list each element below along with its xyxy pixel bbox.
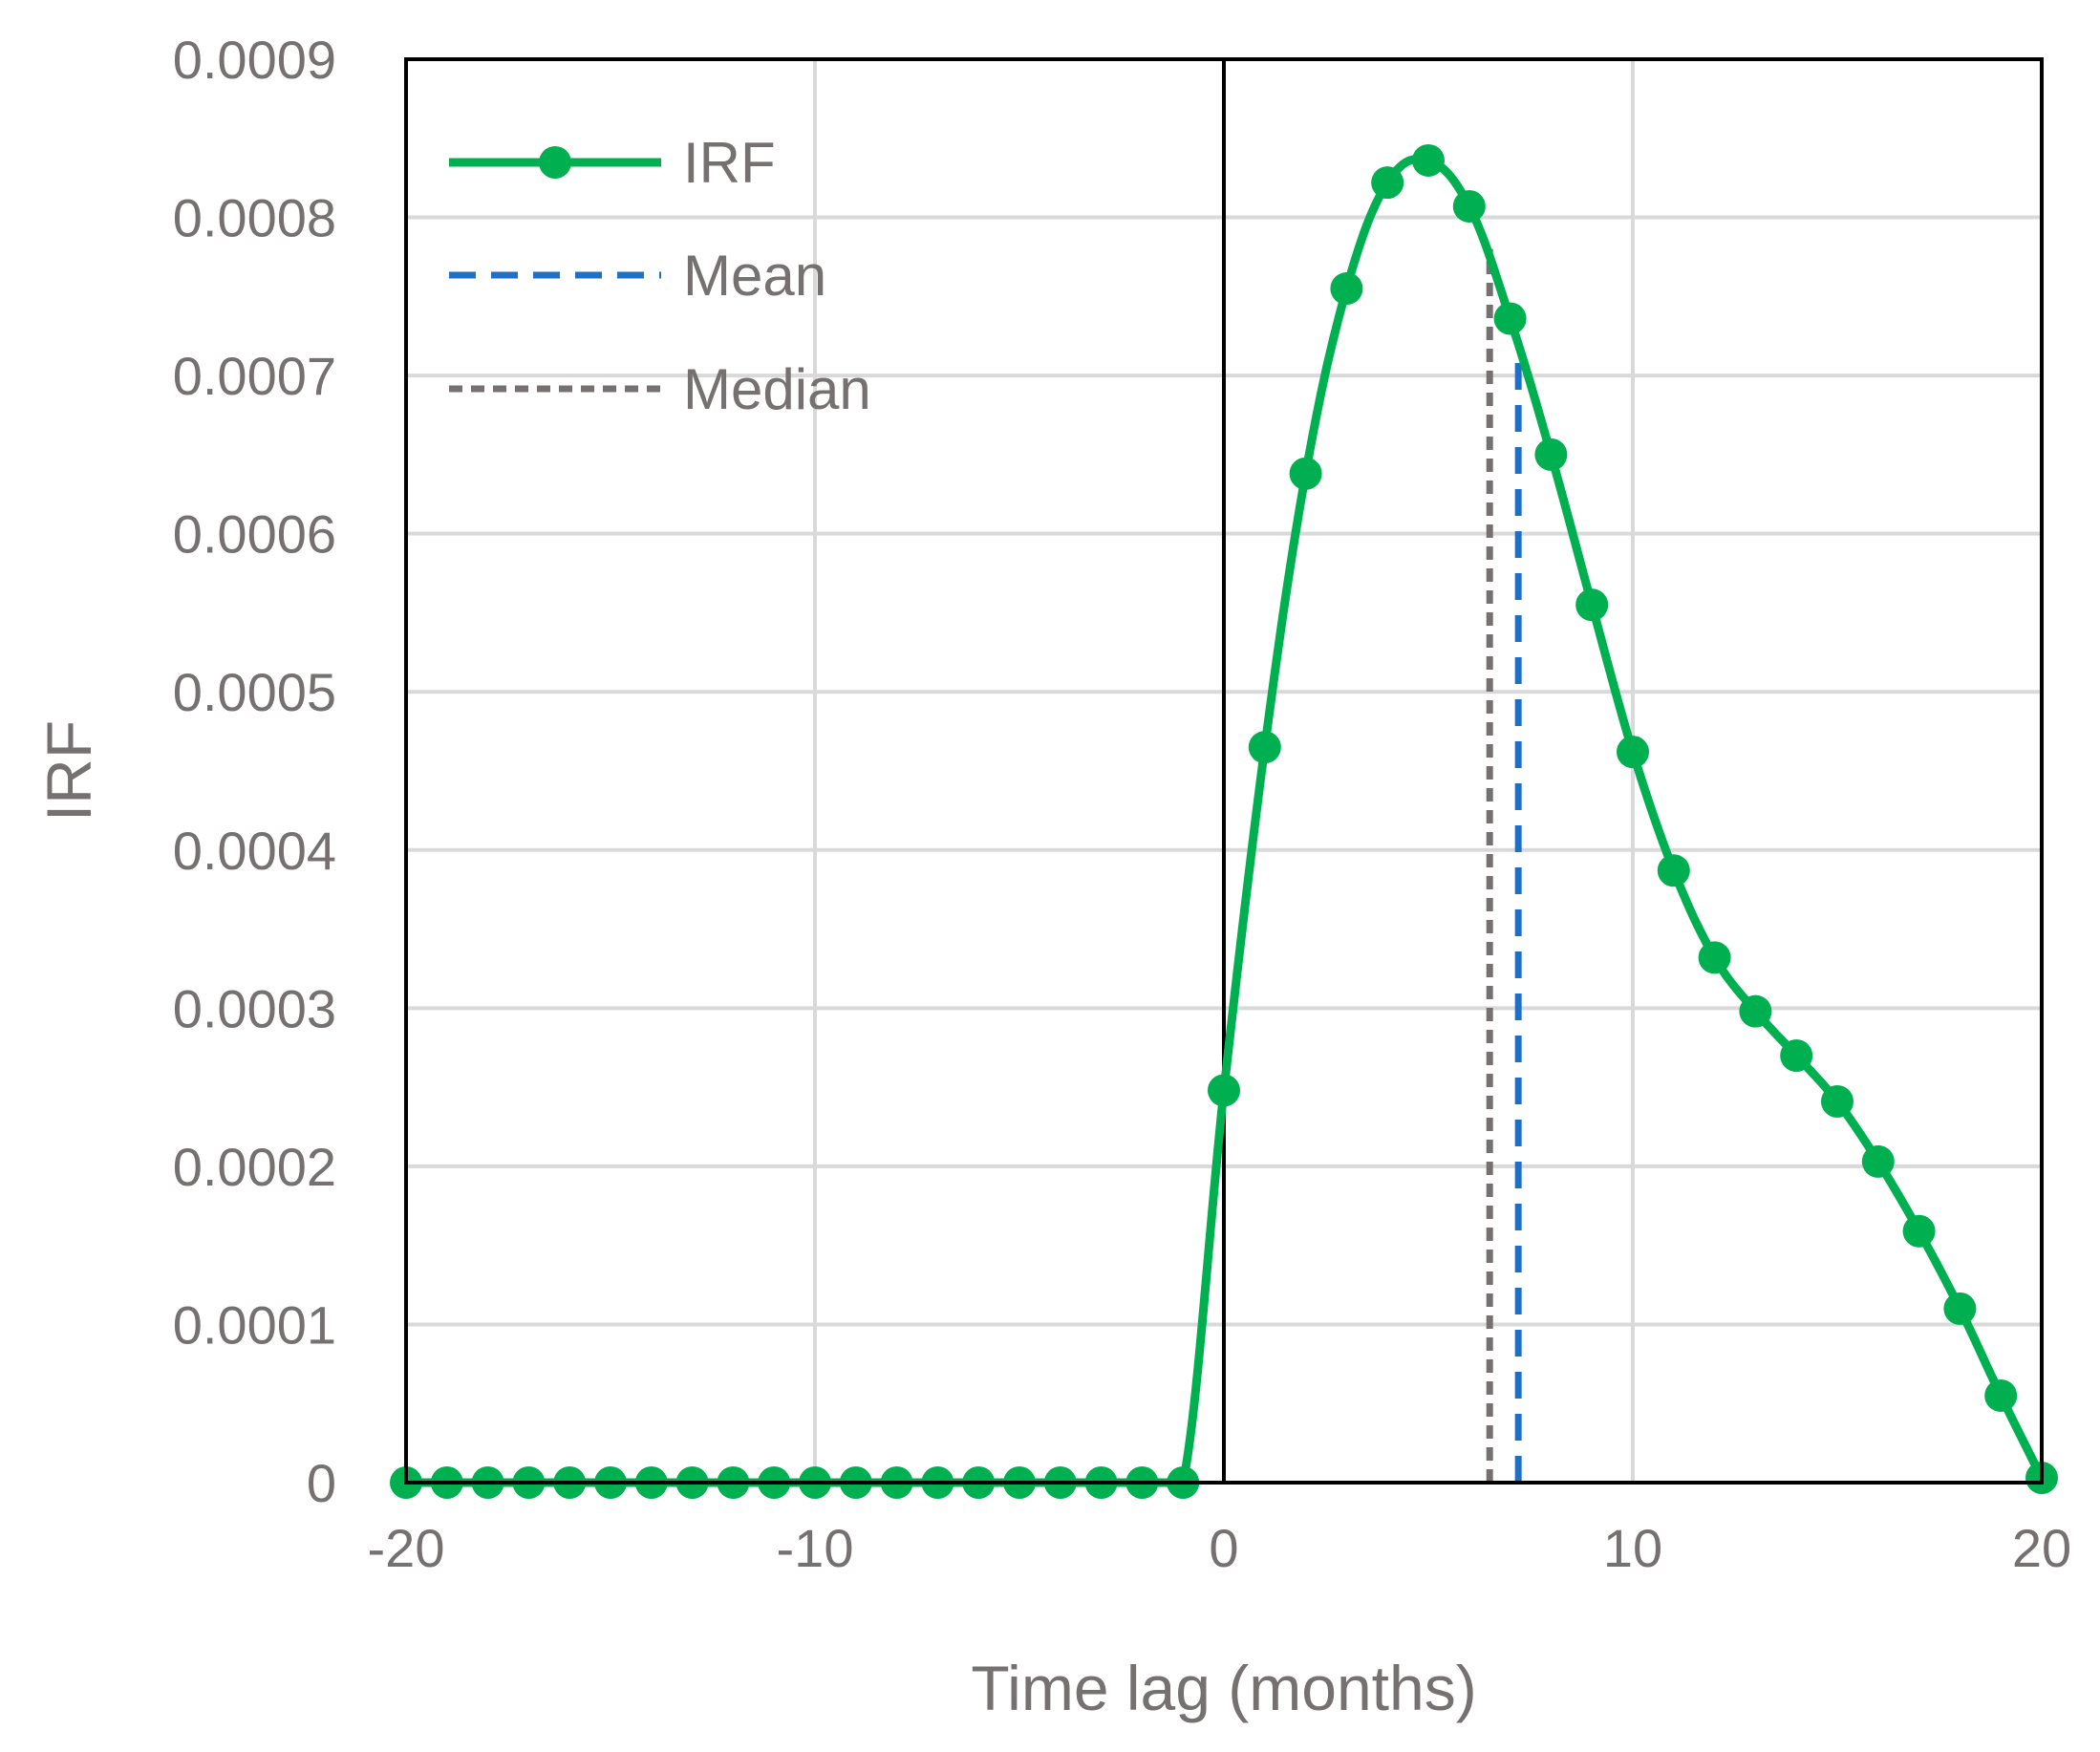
legend-mean: Mean xyxy=(449,244,826,308)
y-tick-label: 0.0009 xyxy=(173,30,336,90)
irf-point xyxy=(1493,302,1527,335)
irf-point xyxy=(1371,166,1404,200)
y-tick-label: 0 xyxy=(307,1453,336,1513)
y-tick-label: 0.0004 xyxy=(173,821,336,881)
irf-point xyxy=(1248,731,1281,764)
legend-label: Mean xyxy=(683,244,826,308)
irf-point xyxy=(1289,457,1322,490)
legend-marker-irf xyxy=(539,146,571,179)
x-tick-labels: -20 -10 0 10 20 xyxy=(368,1518,2072,1578)
y-tick-label: 0.0005 xyxy=(173,662,336,722)
plot-frame xyxy=(404,57,2044,1485)
irf-point xyxy=(1984,1378,2018,1412)
x-tick-label: 20 xyxy=(2012,1518,2071,1578)
irf-point xyxy=(1943,1292,1977,1325)
irf-point xyxy=(1780,1039,1813,1072)
x-axis-title: Time lag (months) xyxy=(971,1653,1476,1723)
legend-label: IRF xyxy=(683,131,776,195)
irf-point xyxy=(1208,1074,1240,1107)
x-tick-label: 10 xyxy=(1603,1518,1662,1578)
irf-point xyxy=(1330,272,1363,306)
irf-point xyxy=(1657,854,1690,887)
y-axis-title: IRF xyxy=(33,720,104,822)
irf-point xyxy=(1575,588,1609,622)
irf-point xyxy=(1412,143,1445,177)
y-tick-labels: 0 0.0001 0.0002 0.0003 0.0004 0.0005 0.0006 0.0… xyxy=(173,30,336,1513)
y-tick-label: 0.0002 xyxy=(173,1137,336,1197)
irf-point xyxy=(1698,941,1731,974)
x-tick-label: 0 xyxy=(1209,1518,1238,1578)
y-tick-label: 0.0003 xyxy=(173,978,336,1038)
legend-label: Median xyxy=(683,357,871,421)
legend-irf: IRF xyxy=(449,131,776,195)
x-tick-label: -10 xyxy=(777,1518,854,1578)
legend: IRF Mean Median xyxy=(449,131,871,421)
irf-point xyxy=(1617,736,1649,769)
irf-point xyxy=(1739,994,1772,1028)
y-tick-label: 0.0008 xyxy=(173,188,336,248)
y-tick-label: 0.0007 xyxy=(173,346,336,406)
legend-median: Median xyxy=(449,357,871,421)
y-tick-label: 0.0006 xyxy=(173,504,336,565)
x-tick-label: -20 xyxy=(368,1518,445,1578)
irf-point xyxy=(1821,1085,1854,1119)
irf-point xyxy=(1902,1214,1936,1248)
irf-point xyxy=(1534,438,1568,471)
irf-point xyxy=(1861,1144,1895,1178)
irf-point xyxy=(1452,189,1486,223)
y-tick-label: 0.0001 xyxy=(173,1294,336,1355)
